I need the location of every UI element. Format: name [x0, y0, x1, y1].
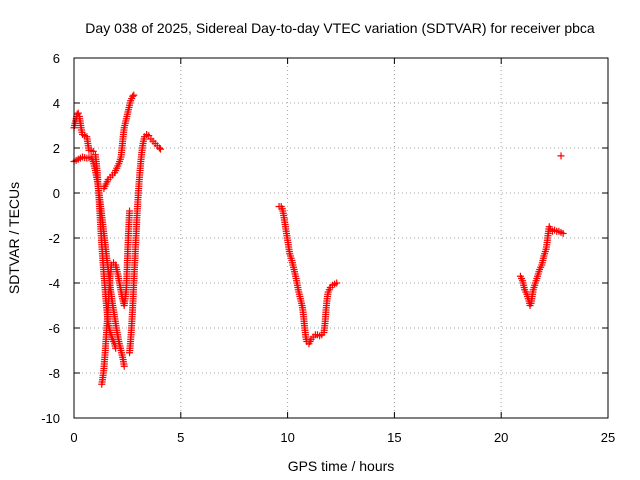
y-tick-labels: -10 -8 -6 -4 -2 0 2 4 6: [41, 51, 60, 426]
y-tick-label: -2: [48, 231, 60, 246]
axis-ticks: [73, 57, 609, 419]
x-tick-labels: 0 5 10 15 20 25: [70, 430, 615, 445]
y-tick-label: -8: [48, 366, 60, 381]
data-points: [70, 91, 567, 388]
y-tick-label: -10: [41, 411, 60, 426]
x-axis-label: GPS time / hours: [288, 458, 395, 474]
grid-lines: [74, 58, 608, 418]
data-point-track-5: [155, 144, 163, 152]
y-tick-label: 0: [53, 186, 60, 201]
y-tick-label: 4: [53, 96, 60, 111]
data-point-track-2: [74, 109, 82, 117]
y-axis-label: SDTVAR / TECUs: [6, 182, 22, 294]
x-tick-label: 25: [601, 430, 615, 445]
x-tick-label: 10: [280, 430, 294, 445]
data-point-track-4: [130, 91, 138, 99]
y-tick-label: 6: [53, 51, 60, 66]
x-tick-label: 0: [70, 430, 77, 445]
data-point-track-4: [129, 92, 137, 100]
data-point-track-1: [120, 362, 128, 370]
y-tick-label: -6: [48, 321, 60, 336]
chart-title: Day 038 of 2025, Sidereal Day-to-day VTE…: [85, 20, 595, 36]
data-point-track-3: [126, 207, 134, 215]
data-point-track-2: [112, 344, 120, 352]
y-tick-label: 2: [53, 141, 60, 156]
data-point-track-5: [157, 145, 165, 153]
data-point-isolated-point: [557, 152, 565, 160]
x-tick-label: 5: [177, 430, 184, 445]
data-point-track-7: [559, 230, 567, 237]
y-tick-label: -4: [48, 276, 60, 291]
data-point-track-6: [333, 279, 341, 287]
x-tick-label: 20: [494, 430, 508, 445]
x-tick-label: 15: [387, 430, 401, 445]
